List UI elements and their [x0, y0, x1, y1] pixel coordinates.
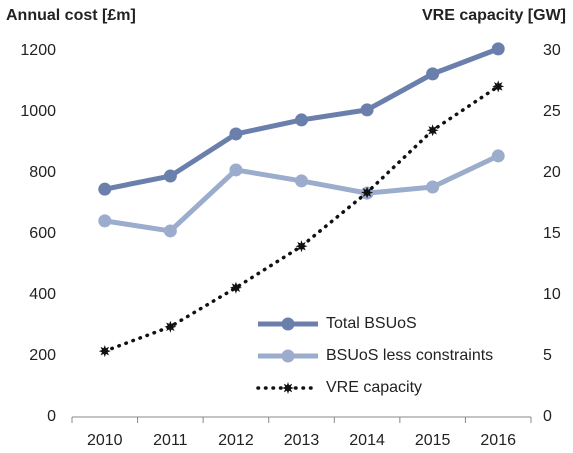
- x-tick-label: 2011: [153, 432, 188, 449]
- legend-marker: [281, 349, 295, 363]
- x-tick-label: 2012: [218, 432, 254, 449]
- y2-tick-label: 25: [543, 103, 561, 120]
- y-tick-label: 200: [29, 347, 56, 364]
- data-point: [491, 42, 505, 56]
- data-point: [426, 180, 440, 194]
- y2-tick-label: 5: [543, 347, 552, 364]
- data-point: [98, 182, 112, 196]
- legend-marker: [282, 382, 294, 394]
- y2-tick-label: 30: [543, 42, 561, 59]
- legend-label: Total BSUoS: [326, 315, 417, 332]
- legend: Total BSUoS BSUoS less constraints VRE cap…: [253, 308, 529, 404]
- y-tick-label: 1200: [20, 42, 56, 59]
- y2-tick-label: 20: [543, 164, 561, 181]
- data-point: [426, 67, 440, 81]
- y-tick-label: 1000: [20, 103, 56, 120]
- data-point: [163, 224, 177, 238]
- y2-tick-label: 15: [543, 225, 561, 242]
- y2-tick-label: 0: [543, 408, 552, 425]
- x-tick-label: 2010: [87, 432, 123, 449]
- data-point: [295, 113, 308, 127]
- y-tick-label: 400: [29, 286, 56, 303]
- x-tick-label: 2014: [349, 432, 385, 449]
- data-point: [426, 124, 439, 137]
- y2-tick-label: 10: [543, 286, 561, 303]
- data-point: [361, 186, 374, 199]
- data-point: [229, 281, 242, 294]
- x-tick-label: 2016: [480, 432, 516, 449]
- data-point: [491, 149, 505, 163]
- data-point: [492, 80, 505, 93]
- y-axis-title: Annual cost [£m]: [6, 7, 136, 24]
- data-point: [360, 103, 374, 117]
- data-point: [98, 345, 111, 358]
- y-tick-label: 800: [29, 164, 56, 181]
- data-point: [164, 320, 177, 333]
- data-point: [295, 174, 308, 188]
- y2-axis-title: VRE capacity [GW]: [422, 7, 566, 24]
- x-tick-label: 2015: [415, 432, 451, 449]
- legend-marker: [281, 317, 295, 331]
- series-line: [104, 153, 500, 234]
- data-point: [98, 214, 112, 228]
- data-point: [229, 163, 243, 177]
- data-point: [163, 169, 177, 183]
- legend-label: BSUoS less constraints: [326, 347, 493, 364]
- data-point: [229, 127, 243, 141]
- x-tick-label: 2013: [284, 432, 320, 449]
- y-tick-label: 0: [47, 408, 56, 425]
- y-tick-label: 600: [29, 225, 56, 242]
- data-point: [295, 240, 308, 253]
- legend-label: VRE capacity: [326, 379, 422, 396]
